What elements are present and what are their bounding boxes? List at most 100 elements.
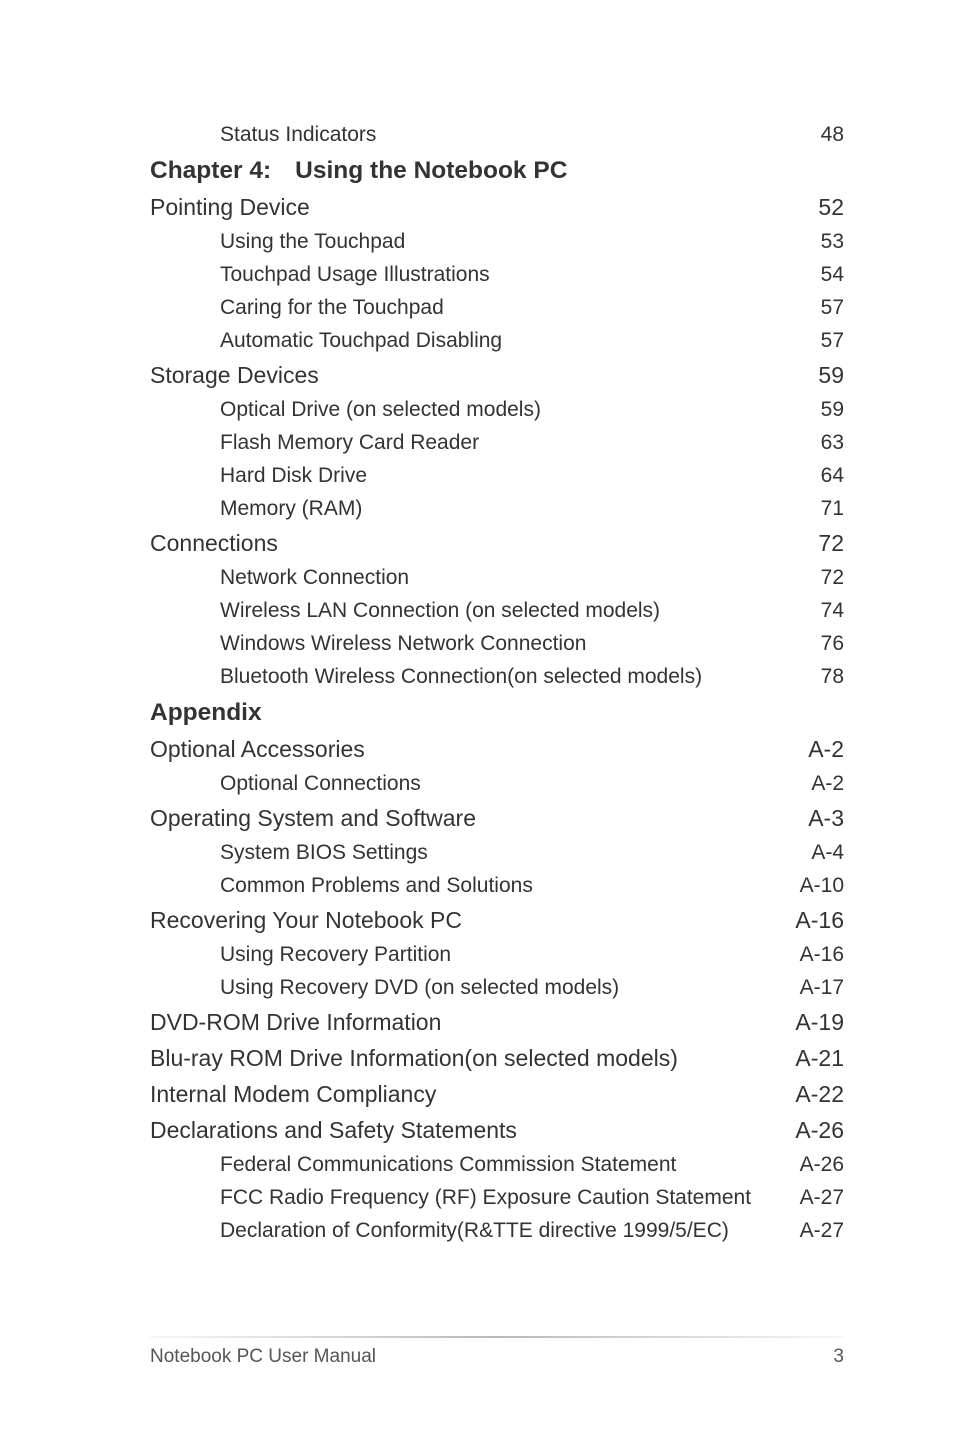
toc-entry: Storage Devices 59 — [150, 357, 844, 393]
toc-entry: Network Connection 72 — [150, 561, 844, 594]
toc-entry-label: Bluetooth Wireless Connection(on selecte… — [220, 660, 702, 693]
toc-entry-label: Optional Accessories — [150, 731, 365, 767]
toc-entry-page: A-26 — [795, 1112, 844, 1148]
toc-entry-page: A-2 — [811, 767, 844, 800]
toc-entry: Optional Accessories A-2 — [150, 731, 844, 767]
toc-entry-label: Flash Memory Card Reader — [220, 426, 479, 459]
toc-entry: Declarations and Safety Statements A-26 — [150, 1112, 844, 1148]
chapter-prefix: Chapter 4: — [150, 157, 271, 185]
toc-entry-label: Wireless LAN Connection (on selected mod… — [220, 594, 660, 627]
table-of-contents: Status Indicators 48 Chapter 4: Using the N… — [150, 118, 844, 1247]
toc-entry-page: 71 — [821, 492, 844, 525]
toc-entry-page: 78 — [821, 660, 844, 693]
toc-entry-page: A-22 — [795, 1076, 844, 1112]
toc-entry-page: 57 — [821, 324, 844, 357]
toc-entry: Windows Wireless Network Connection 76 — [150, 627, 844, 660]
footer-row: Notebook PC User Manual 3 — [150, 1346, 844, 1368]
toc-entry-label: Common Problems and Solutions — [220, 869, 533, 902]
toc-entry-page: A-10 — [800, 869, 844, 902]
toc-entry: Using Recovery Partition A-16 — [150, 938, 844, 971]
toc-entry-page: 72 — [818, 525, 844, 561]
toc-entry: Using Recovery DVD (on selected models) A… — [150, 971, 844, 1004]
toc-entry: Optional Connections A-2 — [150, 767, 844, 800]
toc-entry-page: A-26 — [800, 1148, 844, 1181]
toc-entry-page: A-4 — [811, 836, 844, 869]
footer-left-text: Notebook PC User Manual — [150, 1346, 376, 1368]
toc-entry: Using the Touchpad53 — [150, 225, 844, 258]
toc-entry-label: Optional Connections — [220, 767, 421, 800]
toc-entry-page: A-17 — [800, 971, 844, 1004]
toc-entry-page: 72 — [821, 561, 844, 594]
chapter-heading: Chapter 4: Using the Notebook PC — [150, 157, 844, 185]
toc-entry: Touchpad Usage Illustrations 54 — [150, 258, 844, 291]
toc-entry-label: Using Recovery Partition — [220, 938, 451, 971]
toc-entry: Connections 72 — [150, 525, 844, 561]
toc-entry-page: A-21 — [795, 1040, 844, 1076]
toc-entry-label: Pointing Device — [150, 189, 310, 225]
toc-entry: System BIOS Settings A-4 — [150, 836, 844, 869]
toc-entry: Memory (RAM) 71 — [150, 492, 844, 525]
toc-entry-page: A-19 — [795, 1004, 844, 1040]
toc-entry-label: Memory (RAM) — [220, 492, 362, 525]
toc-entry-label: Operating System and Software — [150, 800, 476, 836]
chapter-title: Using the Notebook PC — [295, 157, 567, 185]
toc-entry: Operating System and Software A-3 — [150, 800, 844, 836]
toc-entry-label: Automatic Touchpad Disabling — [220, 324, 502, 357]
toc-entry-label: System BIOS Settings — [220, 836, 428, 869]
toc-entry-page: 59 — [818, 357, 844, 393]
toc-entry-label: Network Connection — [220, 561, 409, 594]
toc-entry-label: Storage Devices — [150, 357, 319, 393]
toc-entry: Optical Drive (on selected models) 59 — [150, 393, 844, 426]
page: Status Indicators 48 Chapter 4: Using the N… — [0, 0, 954, 1438]
toc-entry-label: Declarations and Safety Statements — [150, 1112, 517, 1148]
toc-entry-label: Windows Wireless Network Connection — [220, 627, 586, 660]
toc-entry-label: Connections — [150, 525, 278, 561]
toc-entry: Wireless LAN Connection (on selected mod… — [150, 594, 844, 627]
toc-entry: Flash Memory Card Reader 63 — [150, 426, 844, 459]
toc-entry: Caring for the Touchpad 57 — [150, 291, 844, 324]
toc-entry: Declaration of Conformity(R&TTE directiv… — [150, 1214, 844, 1247]
toc-entry-label: Federal Communications Commission Statem… — [220, 1148, 676, 1181]
toc-entry-label: Optical Drive (on selected models) — [220, 393, 541, 426]
toc-entry: Bluetooth Wireless Connection(on selecte… — [150, 660, 844, 693]
toc-entry: Blu-ray ROM Drive Information(on selecte… — [150, 1040, 844, 1076]
toc-entry-page: A-2 — [808, 731, 844, 767]
toc-entry-page: A-3 — [808, 800, 844, 836]
toc-entry-label: Using Recovery DVD (on selected models) — [220, 971, 619, 1004]
toc-entry-page: A-27 — [800, 1214, 844, 1247]
toc-entry: Pointing Device 52 — [150, 189, 844, 225]
toc-entry-page: 63 — [821, 426, 844, 459]
toc-entry: Automatic Touchpad Disabling 57 — [150, 324, 844, 357]
toc-entry: Recovering Your Notebook PC A-16 — [150, 902, 844, 938]
toc-entry-page: 48 — [821, 118, 844, 151]
toc-entry-page: 64 — [821, 459, 844, 492]
toc-entry-page: 59 — [821, 393, 844, 426]
appendix-heading: Appendix — [150, 699, 844, 727]
toc-entry: FCC Radio Frequency (RF) Exposure Cautio… — [150, 1181, 844, 1214]
toc-entry-label: Touchpad Usage Illustrations — [220, 258, 490, 291]
toc-entry-label: FCC Radio Frequency (RF) Exposure Cautio… — [220, 1181, 751, 1214]
toc-entry-label: Declaration of Conformity(R&TTE directiv… — [220, 1214, 729, 1247]
toc-entry-label: Caring for the Touchpad — [220, 291, 444, 324]
toc-entry-page: 57 — [821, 291, 844, 324]
toc-entry-label: Blu-ray ROM Drive Information(on selecte… — [150, 1040, 678, 1076]
toc-entry-page: A-16 — [795, 902, 844, 938]
footer-page-number: 3 — [833, 1346, 844, 1368]
toc-entry: Hard Disk Drive64 — [150, 459, 844, 492]
page-footer: Notebook PC User Manual 3 — [0, 1336, 954, 1368]
toc-entry-label: Status Indicators — [220, 118, 376, 151]
toc-entry: DVD-ROM Drive Information A-19 — [150, 1004, 844, 1040]
toc-entry-page: A-16 — [800, 938, 844, 971]
toc-entry-page: 74 — [821, 594, 844, 627]
toc-entry-label: Recovering Your Notebook PC — [150, 902, 462, 938]
toc-entry: Status Indicators 48 — [150, 118, 844, 151]
toc-entry: Federal Communications Commission Statem… — [150, 1148, 844, 1181]
toc-entry-page: 76 — [821, 627, 844, 660]
toc-entry-label: Internal Modem Compliancy — [150, 1076, 436, 1112]
toc-entry-page: 54 — [821, 258, 844, 291]
toc-entry-page: 52 — [818, 189, 844, 225]
toc-entry: Internal Modem Compliancy A-22 — [150, 1076, 844, 1112]
toc-entry-label: DVD-ROM Drive Information — [150, 1004, 441, 1040]
toc-entry-label: Using the Touchpad — [220, 225, 405, 258]
footer-rule — [150, 1336, 844, 1338]
